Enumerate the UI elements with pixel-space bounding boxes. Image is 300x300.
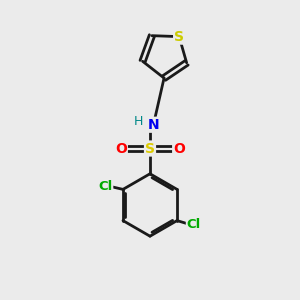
Text: S: S bbox=[174, 30, 184, 44]
Text: N: N bbox=[148, 118, 159, 132]
Text: S: S bbox=[145, 142, 155, 155]
Text: O: O bbox=[115, 142, 127, 155]
Text: H: H bbox=[134, 115, 143, 128]
Text: Cl: Cl bbox=[98, 180, 112, 193]
Text: O: O bbox=[173, 142, 185, 155]
Text: Cl: Cl bbox=[187, 218, 201, 231]
